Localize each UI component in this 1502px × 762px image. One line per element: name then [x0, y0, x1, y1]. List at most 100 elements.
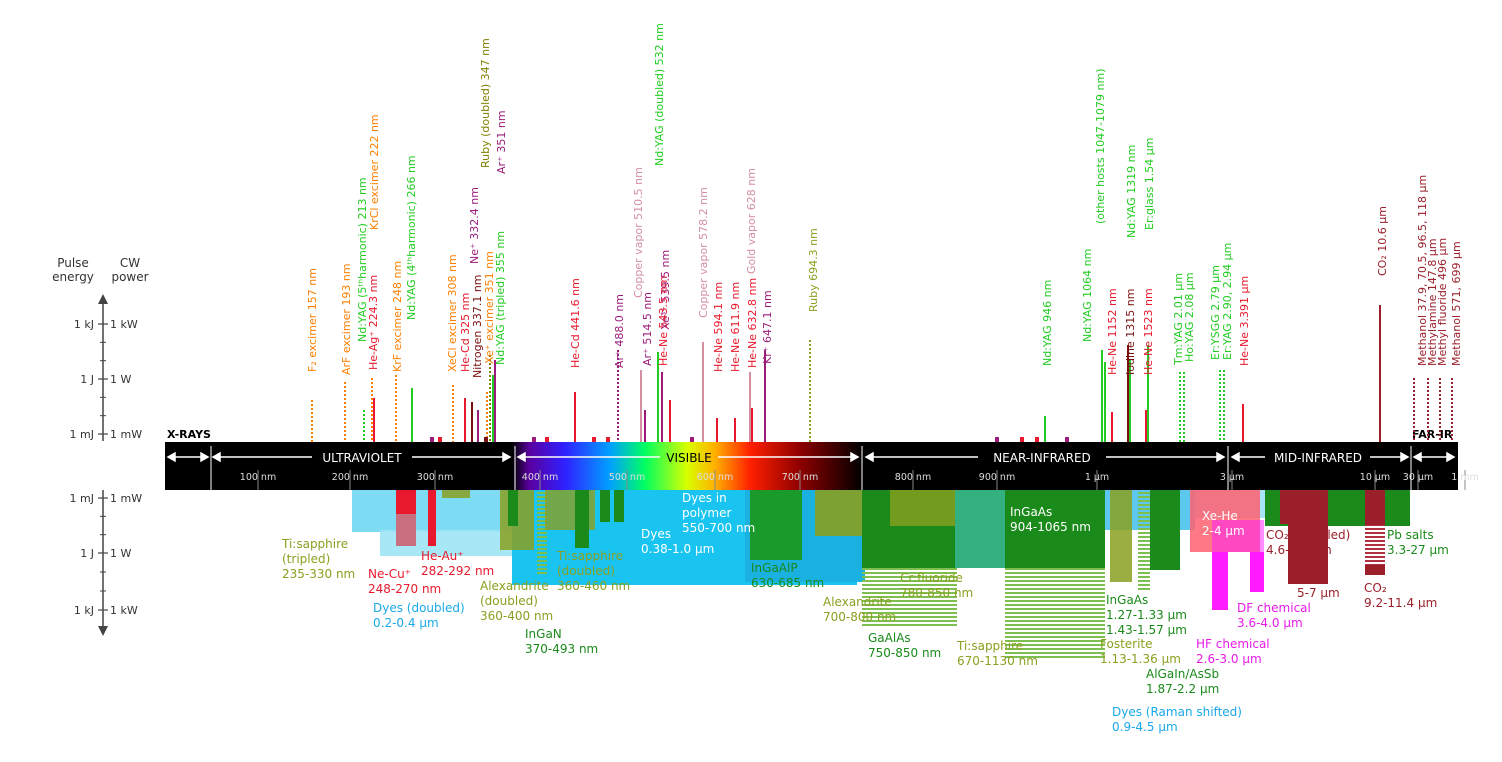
gas-laser-label: Methylamine 147.8 µm [1426, 238, 1439, 366]
gas-laser-label: Ruby 694.3 nm [807, 228, 820, 312]
tunable-laser-label-line: 3.6-4.0 µm [1237, 616, 1303, 630]
tunable-laser-label-line: 780-850 nm [900, 586, 973, 600]
tunable-laser-label-line: InGaAs [1106, 593, 1148, 607]
tunable-laser-label-line: Pb salts [1387, 528, 1434, 542]
tunable-laser-label-line: 360-400 nm [480, 609, 553, 623]
cw-power-line-2: power [111, 270, 149, 284]
lower-power-tick: 1 W [110, 547, 131, 560]
gas-laser-label: Methyl fluoride 496 µm [1436, 238, 1449, 366]
tunable-laser-label-line: 0.9-4.5 µm [1112, 720, 1178, 734]
tunable-laser-label-line: 700-800 nm [823, 610, 896, 624]
gas-laser-label: Ar⁺ 488.0 nm [613, 294, 626, 368]
region-xrays: X-RAYS [167, 428, 211, 441]
gas-laser-label: Nd:YAG (5ᵗʰharmonic) 213 nm [356, 177, 369, 342]
wavelength-tick-label: 800 nm [895, 472, 931, 483]
gas-laser-label: (other hosts 1047-1079 nm) [1094, 69, 1107, 225]
lower-power-tick: 1 mW [110, 492, 142, 505]
tunable-laser-label: Ti:sapphire (tripled) 235-330 nm [281, 537, 355, 581]
tunable-laser-label-line: (tripled) [282, 552, 330, 566]
tunable-laser-label-line: CO₂ (doubled) [1266, 528, 1350, 542]
tunable-laser-label: Cr:fluoride 780-850 nm [900, 571, 973, 600]
gas-laser-label: F₂ excimer 157 nm [306, 268, 319, 372]
tunable-laser-label-line: 1.43-1.57 µm [1106, 623, 1187, 637]
tunable-laser-label-line: Cr:fluoride [900, 571, 963, 585]
cw-power-line-1: CW [119, 256, 141, 270]
tunable-laser-label-line: Alexandrite [823, 595, 892, 609]
tunable-laser-label-line: 3.3-27 µm [1387, 543, 1449, 557]
tunable-laser-label-line: HF chemical [1196, 637, 1270, 651]
cw-power-heading: CW power [102, 256, 158, 284]
tunable-laser-label-line: 2.6-3.0 µm [1196, 652, 1262, 666]
tunable-laser-label-line: 750-850 nm [868, 646, 941, 660]
upper-power-tick: 1 kW [110, 318, 138, 331]
upper-power-tick: 1 mW [110, 428, 142, 441]
gas-laser-label: Xe⁺ excimer 351 nm [483, 251, 496, 364]
gas-laser-label: Gold vapor 628 nm [745, 168, 758, 274]
tunable-laser-label-line: DF chemical [1237, 601, 1311, 615]
tunable-laser-label-line: 904-1065 nm [1010, 520, 1091, 534]
tunable-laser-label-line: CO₂ [1364, 581, 1387, 595]
gas-laser-labels: F₂ excimer 157 nm ArF excimer 193 nm Nd:YA… [306, 23, 1463, 378]
lower-power-tick: 1 kW [110, 604, 138, 617]
wavelength-tick-label: 400 nm [522, 472, 558, 483]
tunable-laser-label-line: 1.13-1.36 µm [1100, 652, 1181, 666]
tunable-laser-label: InGaN 370-493 nm [525, 627, 598, 656]
tunable-laser-label-line: (doubled) [557, 564, 615, 578]
wavelength-tick-label: 3 µm [1220, 472, 1244, 483]
wavelength-tick-label: 500 nm [609, 472, 645, 483]
gas-laser-label: Er:YSGG 2.79 µm [1209, 265, 1222, 360]
gas-laser-label: He-Ne 3.391 µm [1238, 276, 1251, 366]
gas-laser-label: Nd:YAG (doubled) 532 nm [653, 23, 666, 166]
gas-laser-label: Er:glass 1.54 µm [1143, 138, 1156, 230]
axis-ticks: 1 kJ 1 kW 1 J 1 W 1 mJ 1 mW 1 mJ 1 mW 1 J 1 W 1 kJ… [70, 318, 143, 617]
tunable-laser-label-line: 550-700 nm [682, 521, 755, 535]
pulse-energy-line-2: energy [52, 270, 94, 284]
gas-laser-label: Nd:YAG 1319 nm [1125, 145, 1138, 238]
tunable-laser-label-line: 235-330 nm [282, 567, 355, 581]
tunable-laser-label-line: 1.87-2.2 µm [1146, 682, 1219, 696]
gas-laser-label: He-Cd 441.6 nm [569, 278, 582, 368]
region-near-infrared: NEAR-INFRARED [993, 451, 1091, 465]
upper-power-axis [98, 294, 108, 441]
tunable-laser-label: Ne-Cu⁺ 248-270 nm [368, 567, 441, 596]
tunable-laser-label-line: 360-460 nm [557, 579, 630, 593]
tunable-laser-label-line: 9.2-11.4 µm [1364, 596, 1437, 610]
tunable-laser-label: Alexandrite 700-800 nm [823, 595, 896, 624]
gas-laser-label: Ar⁺ 514.5 nm [641, 292, 654, 366]
region-ultraviolet: ULTRAVIOLET [322, 451, 402, 465]
tunable-laser-blocks [352, 490, 1410, 658]
tunable-laser-label-line: Ti:sapphire [956, 639, 1023, 653]
wavelength-tick-label: 30 µm [1403, 472, 1433, 483]
tunable-laser-label-line: Fosterite [1100, 637, 1153, 651]
tunable-laser-label-line: Xe-He [1202, 509, 1238, 523]
upper-energy-tick: 1 kJ [74, 318, 94, 331]
tunable-laser-label: Pb salts 3.3-27 µm [1387, 528, 1449, 557]
tunable-laser-label-line: 282-292 nm [421, 564, 494, 578]
tunable-laser-label: GaAlAs 750-850 nm [868, 631, 941, 660]
wavelength-tick-label: 700 nm [782, 472, 818, 483]
lower-power-axis [98, 490, 108, 636]
gas-laser-label: Ar⁺ 351 nm [495, 110, 508, 174]
gas-laser-label: He-Ne 543.5 nm [657, 276, 670, 366]
wavelength-tick-label: 200 nm [332, 472, 368, 483]
upper-energy-tick: 1 mJ [70, 428, 94, 441]
tunable-laser-label-line: Ti:sapphire [281, 537, 348, 551]
gas-laser-label: Ne⁺ 332.4 nm [468, 187, 481, 264]
gas-laser-label: He-Ne 1152 nm [1106, 288, 1119, 375]
gas-laser-label: He-Ne 594.1 nm [712, 282, 725, 372]
tunable-laser-label: Ti:sapphire 670-1130 nm [956, 639, 1038, 668]
lower-energy-tick: 1 kJ [74, 604, 94, 617]
upper-energy-tick: 1 J [80, 373, 94, 386]
tunable-laser-label-line: InGaN [525, 627, 562, 641]
wavelength-tick-label: 1 µm [1085, 472, 1109, 483]
wavelength-ticks: 100 nm 200 nm 300 nm 400 nm 500 nm 600 nm 700 … [240, 470, 1479, 490]
gas-laser-label: Kr⁺ 647.1 nm [761, 290, 774, 364]
gas-laser-label: ArF excimer 193 nm [340, 263, 353, 375]
upper-power-tick: 1 W [110, 373, 131, 386]
gas-laser-label: CO₂ 10.6 µm [1376, 206, 1389, 276]
gas-laser-label: KrF excimer 248 nm [391, 261, 404, 372]
tunable-laser-label: AlGaIn/AsSb 1.87-2.2 µm [1146, 667, 1219, 696]
tunable-laser-label: Fosterite 1.13-1.36 µm [1100, 637, 1181, 666]
